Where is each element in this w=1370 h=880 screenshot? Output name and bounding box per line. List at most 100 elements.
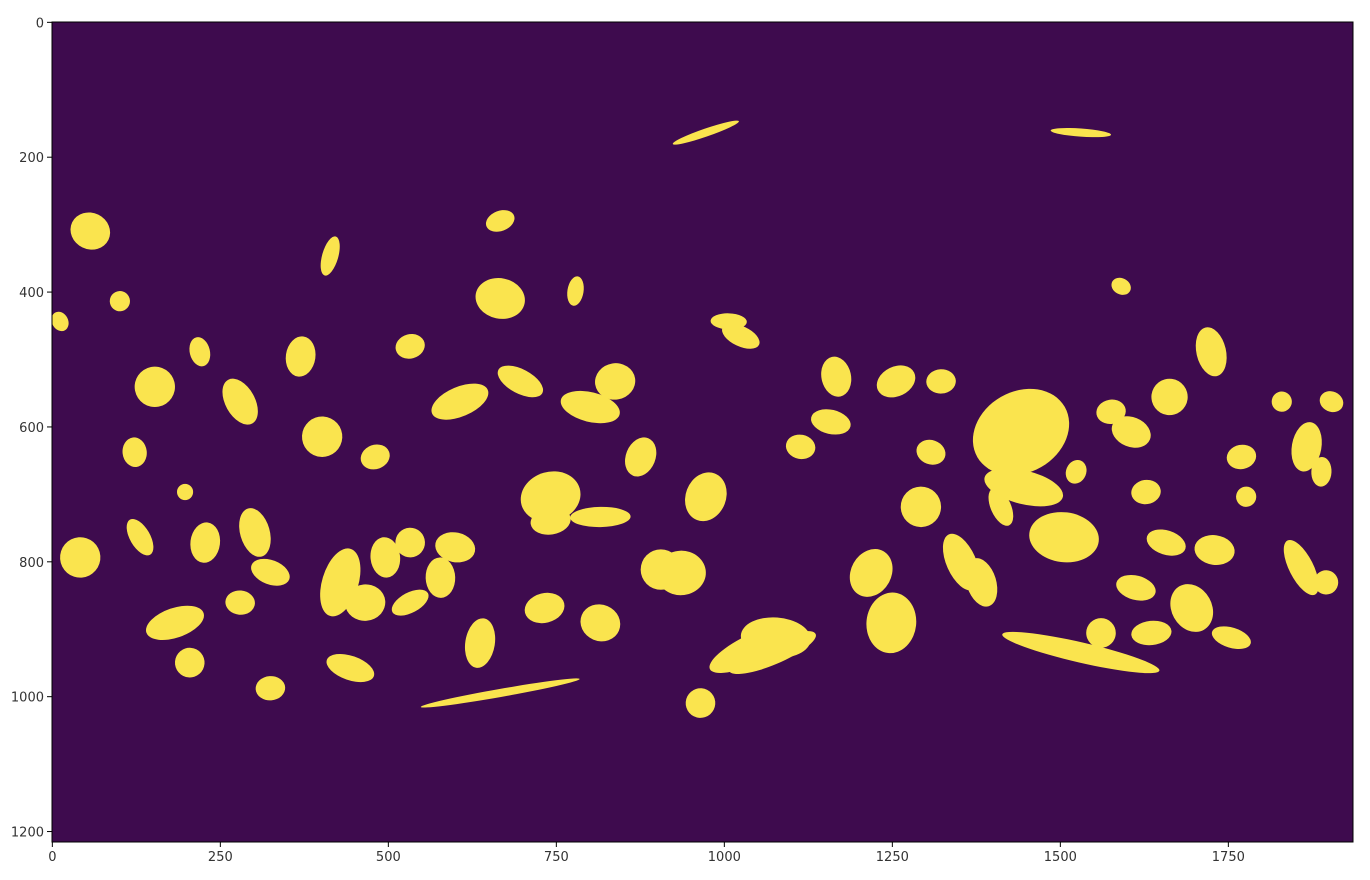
x-tick-label: 750 (544, 850, 569, 865)
mask-region (972, 388, 1070, 476)
mask-region (520, 471, 581, 523)
mask-region (1131, 620, 1172, 646)
mask-region (420, 678, 580, 708)
mask-region (1283, 539, 1319, 596)
y-tick-label: 0 (36, 16, 44, 31)
mask-region (560, 390, 620, 424)
mask-region (326, 653, 375, 683)
mask-region (1002, 631, 1160, 674)
mask-region (122, 437, 147, 468)
mask-region (785, 434, 816, 460)
mask-region (320, 236, 340, 276)
mask-region (435, 532, 476, 563)
mask-region (811, 409, 851, 435)
mask-region (567, 276, 584, 306)
mask-region (876, 365, 916, 398)
mask-region (685, 472, 727, 522)
mask-region (595, 363, 636, 400)
mask-region (251, 558, 290, 586)
mask-region (475, 278, 525, 319)
mask-region (370, 537, 401, 578)
mask-region (345, 584, 386, 621)
mask-region (1096, 399, 1126, 424)
mask-region (1065, 459, 1087, 484)
image-background (52, 22, 1353, 842)
x-axis: 0 250 500 750 1000 1250 1500 1750 (48, 842, 1245, 865)
y-tick-label: 600 (19, 421, 44, 436)
y-tick-label: 800 (19, 556, 44, 571)
mask-region (1029, 512, 1099, 563)
mask-region (1194, 535, 1235, 565)
mask-region (285, 336, 316, 377)
y-tick-label: 1000 (11, 691, 44, 706)
mask-region (672, 120, 739, 145)
mask-region (1226, 444, 1257, 470)
mask-region (1146, 529, 1186, 556)
x-tick-label: 250 (208, 850, 233, 865)
mask-region (485, 210, 515, 232)
mask-region (176, 483, 194, 501)
mask-region (134, 366, 175, 408)
mask-region (722, 323, 760, 349)
mask-region (1291, 422, 1322, 472)
mask-region (821, 356, 852, 397)
mask-region (530, 507, 571, 535)
mask-region (984, 468, 1064, 507)
mask-region (900, 486, 942, 528)
y-tick-label: 1200 (11, 826, 44, 841)
x-tick-label: 500 (376, 850, 401, 865)
mask-region (1211, 626, 1251, 650)
mask-region (174, 647, 205, 678)
mask-region (126, 518, 154, 556)
mask-region (109, 291, 130, 312)
mask-region (190, 522, 221, 563)
mask-region (391, 589, 429, 616)
mask-region (301, 416, 343, 457)
mask-region (685, 688, 716, 718)
mask-region (524, 592, 565, 624)
x-tick-label: 1250 (876, 850, 909, 865)
mask-region (1236, 486, 1257, 507)
mask-regions (52, 120, 1344, 718)
mask-region (926, 369, 956, 394)
mask-region (360, 444, 390, 470)
x-tick-label: 1750 (1212, 850, 1245, 865)
mask-region (1314, 570, 1339, 595)
mask-region (70, 212, 111, 250)
mask-region (1271, 391, 1292, 412)
mask-region (1050, 128, 1112, 138)
x-tick-label: 1000 (708, 850, 741, 865)
mask-region (189, 337, 211, 367)
mask-region (1116, 574, 1156, 601)
x-tick-label: 1500 (1044, 850, 1077, 865)
mask-region (425, 557, 456, 598)
mask-region (52, 311, 69, 332)
mask-region (916, 439, 946, 465)
mask-region (965, 558, 998, 607)
mask-region (395, 334, 425, 359)
mask-region (849, 549, 893, 597)
mask-region (1111, 416, 1151, 448)
mask-region (1170, 584, 1214, 632)
mask-region (497, 365, 544, 398)
x-tick-label: 0 (48, 850, 56, 865)
y-tick-label: 200 (19, 151, 44, 166)
mask-region (60, 537, 101, 578)
mask-region (1131, 479, 1161, 505)
mask-region (625, 437, 657, 477)
mask-region (1086, 618, 1116, 648)
mask-region (431, 383, 489, 420)
mask-region (1151, 378, 1188, 416)
mask-region (225, 590, 255, 615)
mask-region (222, 378, 258, 425)
plot-frame (51, 21, 1354, 843)
mask-region (1111, 277, 1131, 295)
mask-region (866, 592, 917, 654)
mask-region (464, 618, 496, 668)
mask-region (728, 631, 816, 675)
mask-region (640, 549, 681, 590)
mask-region (570, 506, 631, 528)
mask-region (710, 313, 747, 330)
mask-region (395, 527, 425, 558)
